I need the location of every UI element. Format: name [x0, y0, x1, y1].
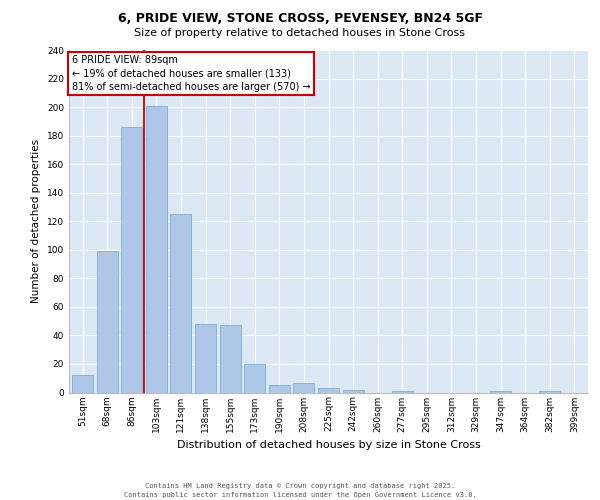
Y-axis label: Number of detached properties: Number of detached properties	[31, 139, 41, 304]
Text: Contains HM Land Registry data © Crown copyright and database right 2025.
Contai: Contains HM Land Registry data © Crown c…	[124, 483, 476, 498]
Bar	[392, 391, 413, 392]
Bar	[490, 391, 511, 392]
Bar	[318, 388, 339, 392]
Bar	[170, 214, 191, 392]
Bar	[293, 382, 314, 392]
Text: Size of property relative to detached houses in Stone Cross: Size of property relative to detached ho…	[134, 28, 466, 38]
Bar	[269, 386, 290, 392]
Bar	[244, 364, 265, 392]
Bar	[72, 376, 93, 392]
Bar	[195, 324, 216, 392]
X-axis label: Distribution of detached houses by size in Stone Cross: Distribution of detached houses by size …	[176, 440, 481, 450]
Bar	[343, 390, 364, 392]
Text: 6 PRIDE VIEW: 89sqm
← 19% of detached houses are smaller (133)
81% of semi-detac: 6 PRIDE VIEW: 89sqm ← 19% of detached ho…	[71, 55, 310, 92]
Bar	[97, 251, 118, 392]
Bar	[146, 106, 167, 393]
Text: 6, PRIDE VIEW, STONE CROSS, PEVENSEY, BN24 5GF: 6, PRIDE VIEW, STONE CROSS, PEVENSEY, BN…	[118, 12, 482, 26]
Bar	[539, 391, 560, 392]
Bar	[121, 127, 142, 392]
Bar	[220, 326, 241, 392]
